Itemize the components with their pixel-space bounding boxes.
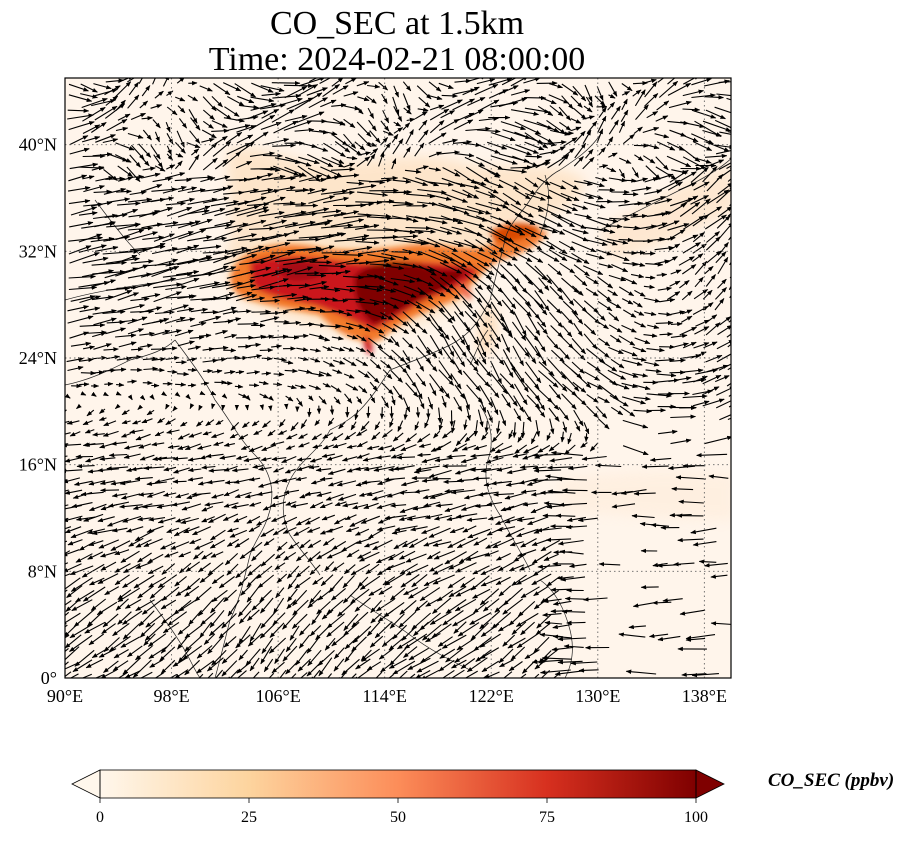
- wind-arrow: [565, 599, 584, 600]
- wind-arrow: [730, 263, 740, 278]
- wind-arrow: [586, 433, 587, 441]
- wind-arrow: [274, 374, 284, 375]
- wind-arrow: [643, 253, 655, 254]
- wind-arrow: [731, 234, 741, 251]
- wind-arrow: [567, 622, 586, 623]
- colorbar-tick-label: 75: [539, 809, 555, 826]
- wind-arrow: [645, 277, 655, 278]
- lat-tick-label: 0°: [41, 668, 57, 688]
- lon-tick-label: 90°E: [47, 686, 83, 706]
- wind-arrow: [105, 179, 124, 180]
- wind-arrow: [188, 385, 196, 386]
- lat-tick-label: 16°N: [19, 455, 57, 475]
- wind-arrow: [47, 625, 67, 638]
- wind-arrow: [104, 384, 113, 385]
- lat-tick-label: 32°N: [19, 241, 57, 261]
- colorbar-gradient: [100, 770, 696, 798]
- wind-arrow: [44, 480, 67, 481]
- lon-tick-label: 98°E: [153, 686, 189, 706]
- wind-arrow: [670, 372, 686, 373]
- wind-arrow: [730, 210, 747, 226]
- wind-arrow: [284, 337, 299, 338]
- colorbar-tick-label: 0: [96, 809, 104, 826]
- lat-tick-labels: 0° 8°N 16°N 24°N 32°N 40°N: [19, 135, 57, 688]
- wind-arrow: [203, 371, 213, 372]
- wind-arrow: [79, 384, 89, 385]
- wind-arrow: [474, 478, 490, 479]
- lon-tick-label: 138°E: [682, 686, 727, 706]
- lon-tick-label: 130°E: [575, 686, 620, 706]
- wind-arrow: [116, 385, 124, 386]
- wind-arrow: [101, 490, 119, 491]
- wind-arrow: [238, 324, 259, 325]
- wind-arrow: [525, 156, 541, 157]
- colorbar-tick-label: 50: [390, 809, 406, 826]
- colorbar-tick-label: 100: [684, 809, 708, 826]
- wind-arrow: [177, 374, 189, 375]
- wind-arrow: [731, 120, 754, 125]
- wind-arrow: [732, 346, 748, 360]
- wind-arrow: [81, 373, 96, 374]
- wind-arrow: [730, 143, 750, 146]
- lon-tick-label: 122°E: [469, 686, 514, 706]
- wind-arrow: [562, 612, 585, 613]
- wind-arrow: [68, 110, 89, 111]
- wind-arrow: [273, 384, 282, 385]
- wind-arrow: [393, 192, 412, 193]
- lat-tick-label: 40°N: [19, 135, 57, 155]
- wind-arrow: [212, 406, 213, 409]
- wind-arrow: [167, 372, 177, 373]
- wind-arrow: [607, 202, 629, 203]
- wind-arrow: [262, 407, 263, 410]
- wind-arrow: [309, 408, 310, 417]
- wind-arrow: [173, 481, 187, 482]
- wind-arrow: [283, 285, 309, 286]
- wind-arrow: [307, 275, 326, 276]
- wind-arrow: [284, 85, 313, 86]
- wind-arrow: [729, 173, 749, 192]
- wind-arrow: [235, 386, 243, 387]
- colorbar-tick-label: 25: [241, 809, 257, 826]
- lat-tick-label: 8°N: [28, 561, 57, 581]
- wind-arrow: [368, 407, 369, 418]
- wind-arrow: [295, 336, 309, 337]
- wind-arrow: [272, 83, 300, 84]
- wind-arrow: [730, 185, 749, 206]
- lon-tick-label: 114°E: [362, 686, 407, 706]
- lon-tick-label: 106°E: [256, 686, 301, 706]
- wind-arrow: [729, 382, 750, 396]
- wind-arrow: [251, 312, 270, 313]
- colorbar-label: CO_SEC (ppbv): [768, 770, 894, 792]
- wind-arrow: [619, 240, 633, 241]
- colorbar-extend-max: [696, 770, 724, 798]
- wind-arrow: [656, 323, 673, 324]
- wind-arrow: [154, 370, 164, 371]
- wind-arrow: [730, 147, 758, 159]
- colorbar-extend-min: [72, 770, 100, 798]
- wind-arrow: [729, 396, 746, 407]
- wind-arrow: [46, 590, 67, 606]
- lat-tick-label: 24°N: [19, 348, 57, 368]
- wind-arrow: [620, 180, 637, 181]
- wind-arrow: [731, 108, 753, 116]
- wind-arrow: [188, 370, 197, 371]
- wind-arrow: [442, 95, 458, 96]
- wind-arrow: [731, 295, 740, 312]
- wind-arrow: [634, 493, 656, 494]
- lon-tick-labels: 90°E 98°E 106°E 114°E 122°E 130°E 138°E: [47, 686, 727, 706]
- colorbar: 0 25 50 75 100: [72, 770, 724, 826]
- wind-arrow: [731, 84, 750, 86]
- wind-arrow: [175, 384, 186, 385]
